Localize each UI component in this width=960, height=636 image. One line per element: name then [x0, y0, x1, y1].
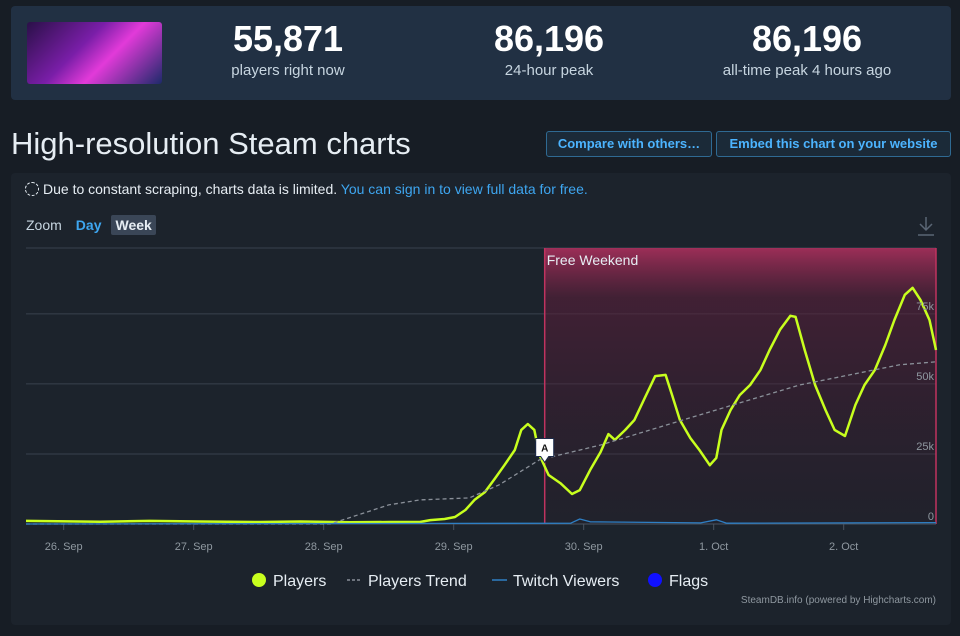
stat-label: all-time peak 4 hours ago [722, 62, 892, 79]
legend-symbol [252, 573, 266, 587]
heading: High-resolution Steam charts [11, 126, 411, 161]
legend-item[interactable]: Players Trend [347, 573, 467, 590]
legend-item[interactable]: Flags [648, 573, 708, 590]
stat: 86,196 all-time peak 4 hours ago [687, 18, 927, 79]
y-tick-label: 50k [916, 371, 934, 383]
stat-label: 24-hour peak [504, 62, 594, 79]
game-thumbnail[interactable] [27, 22, 162, 84]
plot-band [544, 248, 936, 524]
x-tick-label: 28. Sep [305, 541, 343, 553]
y-tick-label: 75k [916, 301, 934, 313]
download-icon[interactable] [918, 217, 934, 236]
credits[interactable]: SteamDB.info (powered by Highcharts.com) [741, 595, 936, 606]
compare-button[interactable]: Compare with others… [546, 131, 712, 157]
legend-label: Flags [669, 573, 708, 590]
legend-label: Players [273, 573, 326, 590]
x-tick-label: 29. Sep [435, 541, 473, 553]
x-tick-label: 1. Oct [699, 541, 728, 553]
stat-value: 86,196 [493, 18, 605, 59]
legend-label: Players Trend [368, 573, 467, 590]
notice-text: Due to constant scraping, charts data is… [43, 181, 338, 197]
stat-value: 55,871 [232, 18, 344, 59]
zoom-label: Zoom [26, 217, 62, 233]
series-line [25, 518, 937, 525]
x-tick-label: 30. Sep [565, 541, 603, 553]
legend-label: Twitch Viewers [513, 573, 619, 590]
x-tick-label: 26. Sep [45, 541, 83, 553]
legend-item[interactable]: Twitch Viewers [492, 573, 619, 590]
sign-in-link[interactable]: You can sign in to view full data for fr… [340, 181, 588, 197]
notice: Due to constant scraping, charts data is… [25, 181, 588, 197]
series-line [26, 361, 937, 525]
embed-button[interactable]: Embed this chart on your website [716, 131, 951, 157]
stat-label: players right now [231, 62, 345, 79]
series-line [25, 286, 938, 524]
x-tick-label: 2. Oct [829, 541, 858, 553]
zoom-option[interactable]: Week [111, 215, 156, 235]
stat-value: 86,196 [751, 18, 863, 59]
zoom-option[interactable]: Day [75, 217, 102, 233]
legend-symbol [648, 573, 662, 587]
plot-band-label: Free Weekend [547, 252, 639, 268]
legend-item[interactable]: Players [252, 573, 326, 590]
y-tick-label: 0 [928, 511, 934, 523]
zoom: Zoom Day Week [26, 215, 162, 235]
flag-title: A [541, 443, 548, 454]
flag [535, 437, 555, 464]
stats-card: 55,871 players right now 86,196 24-hour pe… [11, 6, 951, 100]
notice-icon [25, 182, 39, 196]
stat: 55,871 players right now [168, 18, 408, 79]
x-tick-label: 27. Sep [175, 541, 213, 553]
y-tick-label: 25k [916, 441, 934, 453]
stat: 86,196 24-hour peak [429, 18, 669, 79]
